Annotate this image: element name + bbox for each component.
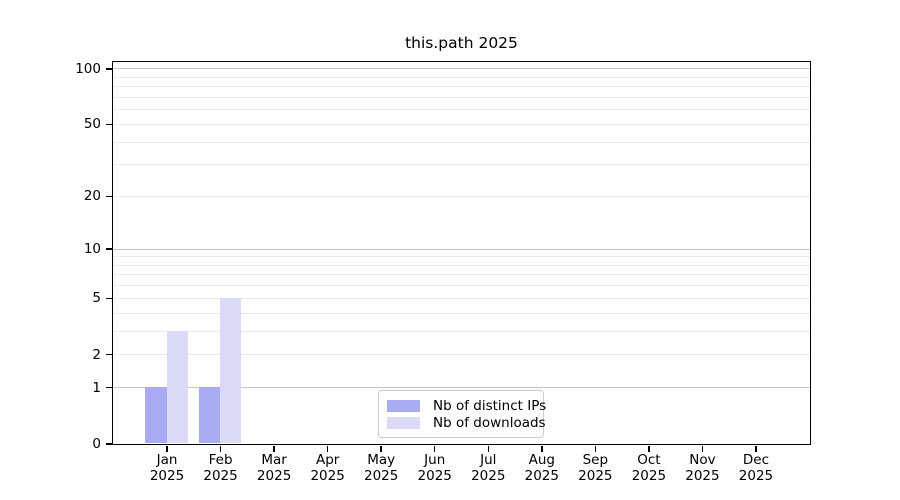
x-axis-tick-mar	[273, 445, 275, 452]
gridline-minor-7	[113, 274, 810, 276]
x-axis-tick-nov	[701, 445, 704, 452]
gridline-major-1	[113, 387, 810, 389]
x-axis-tick-label-jan: Jan 2025	[132, 452, 202, 484]
x-axis-tick-jul	[487, 445, 490, 452]
bar-downloads-jan	[166, 330, 188, 444]
x-axis-tick-label-apr: Apr 2025	[293, 452, 363, 484]
x-axis-tick-label-jul: Jul 2025	[453, 452, 523, 484]
legend-swatch-downloads	[387, 416, 420, 429]
y-axis-tick-label-10: 10	[83, 241, 101, 258]
y-axis-tick-2	[105, 353, 112, 356]
x-axis-tick-label-mar: Mar 2025	[239, 452, 309, 484]
x-label-month: Aug	[528, 452, 555, 468]
x-axis-tick-jun	[433, 445, 436, 452]
x-axis-tick-label-nov: Nov 2025	[667, 452, 737, 484]
gridline-minor-6	[113, 285, 810, 287]
x-axis-tick-aug	[541, 445, 543, 452]
bar-distinct-ips-jan	[145, 387, 167, 444]
x-axis-tick-label-jun: Jun 2025	[400, 452, 470, 484]
gridline-minor-20	[113, 195, 810, 197]
x-axis-tick-label-dec: Dec 2025	[721, 452, 791, 484]
y-axis-tick-label-50: 50	[83, 116, 101, 133]
x-label-year: 2025	[524, 467, 559, 484]
y-axis-tick-10	[105, 248, 112, 250]
y-axis-tick-100	[105, 68, 112, 70]
legend-row-distinct-ips: Nb of distinct IPs	[387, 398, 546, 414]
x-label-year: 2025	[471, 467, 506, 484]
gridline-minor-8	[113, 264, 810, 266]
x-axis-tick-sep	[594, 445, 597, 452]
y-axis-tick-20	[105, 195, 112, 198]
x-label-year: 2025	[256, 467, 292, 484]
x-label-year: 2025	[631, 467, 667, 484]
y-axis-tick-label-1: 1	[92, 379, 101, 396]
gridline-major-10	[113, 248, 810, 250]
legend-row-downloads: Nb of downloads	[387, 415, 546, 431]
x-label-month: Nov	[689, 452, 716, 468]
x-label-month: Feb	[208, 452, 233, 468]
gridline-minor-80	[113, 86, 810, 88]
x-axis-tick-dec	[755, 445, 757, 452]
bar-distinct-ips-feb	[198, 387, 221, 444]
y-axis-tick-5	[105, 297, 112, 300]
x-label-month: Mar	[261, 452, 287, 468]
x-label-month: Jun	[424, 452, 446, 468]
x-label-year: 2025	[417, 467, 452, 484]
gridline-minor-9	[113, 256, 810, 258]
x-label-year: 2025	[738, 467, 774, 484]
y-axis-tick-50	[105, 123, 112, 126]
x-label-month: Jan	[156, 452, 178, 468]
gridline-minor-2	[113, 354, 810, 356]
x-label-month: Oct	[637, 452, 661, 468]
y-axis-tick-label-20: 20	[83, 188, 101, 205]
y-axis-tick-label-2: 2	[92, 346, 101, 363]
x-axis-tick-jan	[166, 445, 168, 452]
x-axis-tick-feb	[219, 445, 222, 452]
gridline-minor-40	[113, 141, 810, 143]
x-label-month: May	[367, 452, 396, 468]
x-label-year: 2025	[578, 467, 613, 484]
y-axis-tick-0	[105, 443, 112, 445]
y-axis-tick-1	[105, 386, 112, 389]
x-axis-tick-oct	[648, 445, 650, 452]
x-label-year: 2025	[149, 467, 185, 484]
gridline-minor-4	[113, 312, 810, 314]
gridline-major-100	[113, 68, 810, 70]
x-axis-tick-label-may: May 2025	[346, 452, 416, 484]
y-axis-tick-label-100: 100	[75, 60, 101, 77]
x-axis-tick-apr	[326, 445, 329, 452]
gridline-minor-70	[113, 96, 810, 98]
legend-swatch-distinct-ips	[387, 399, 420, 412]
x-axis-tick-label-feb: Feb 2025	[186, 452, 256, 484]
x-label-year: 2025	[685, 467, 720, 484]
x-label-year: 2025	[203, 467, 238, 484]
x-label-month: Jul	[480, 452, 497, 468]
x-axis-tick-label-sep: Sep 2025	[560, 452, 630, 484]
x-label-month: Dec	[742, 452, 770, 468]
x-axis-tick-may	[380, 445, 382, 452]
gridline-minor-90	[113, 76, 810, 78]
y-axis-tick-label-0: 0	[92, 436, 101, 452]
legend-label-distinct-ips: Nb of distinct IPs	[433, 397, 547, 414]
gridline-minor-50	[113, 123, 810, 125]
x-axis-tick-label-oct: Oct 2025	[614, 452, 684, 484]
x-label-year: 2025	[364, 467, 399, 484]
gridline-minor-30	[113, 164, 810, 166]
bar-downloads-feb	[220, 297, 242, 444]
x-label-year: 2025	[310, 467, 345, 484]
gridline-minor-3	[113, 330, 810, 332]
x-label-month: Apr	[315, 452, 340, 468]
x-axis-tick-label-aug: Aug 2025	[507, 452, 577, 484]
legend-label-downloads: Nb of downloads	[433, 414, 546, 431]
plot-area	[112, 61, 811, 445]
legend: Nb of distinct IPs Nb of downloads	[378, 390, 546, 438]
chart-title: this.path 2025	[405, 34, 518, 52]
y-axis-tick-label-5: 5	[92, 290, 101, 307]
gridline-minor-60	[113, 109, 810, 111]
x-label-month: Sep	[582, 452, 609, 468]
gridline-minor-5	[113, 297, 810, 299]
